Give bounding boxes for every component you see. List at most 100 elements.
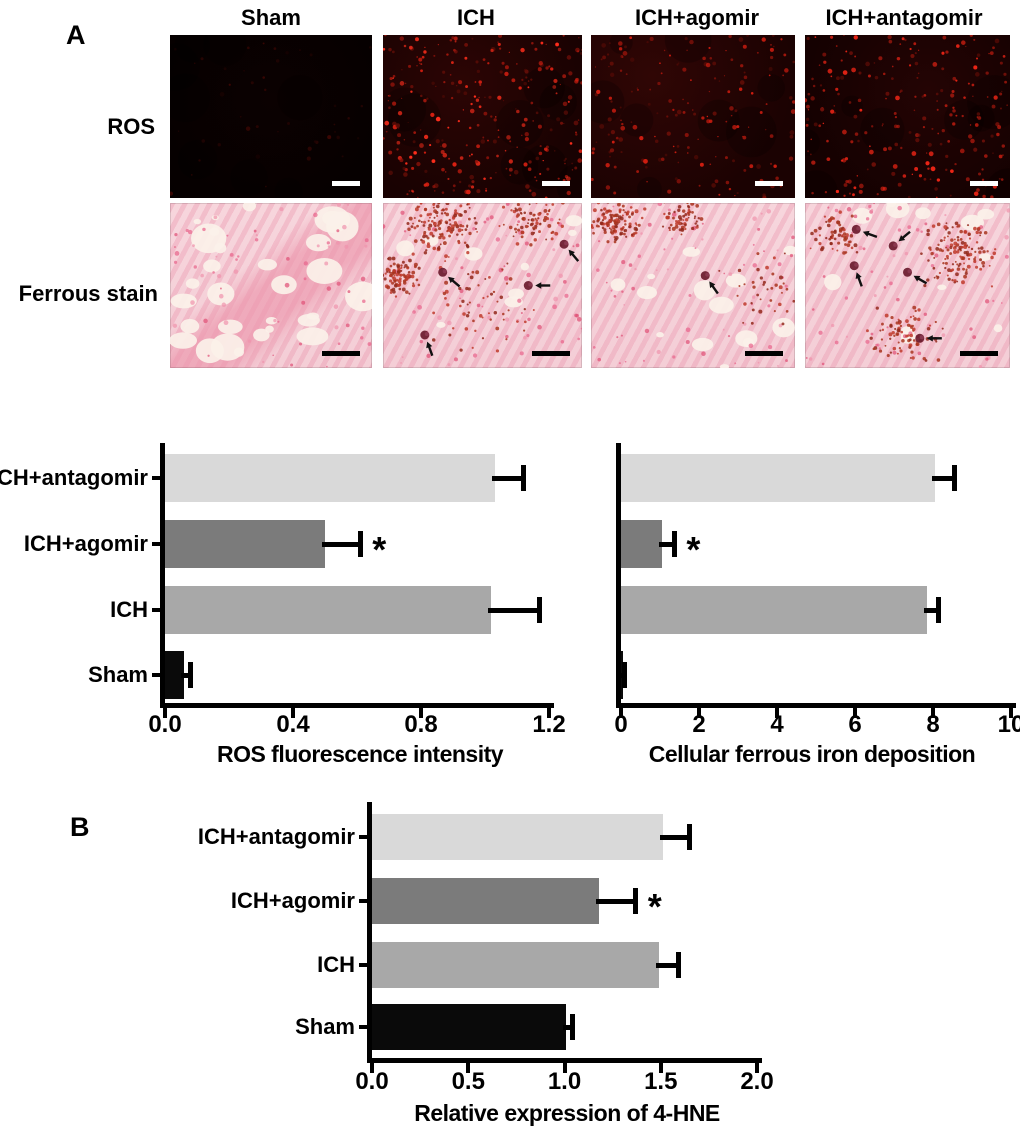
category-tick-hne — [359, 835, 367, 839]
error-cap-iron — [671, 531, 677, 557]
error-cap-hne — [569, 1014, 575, 1040]
significance-star-ros: * — [372, 529, 387, 570]
category-label-hne-ich: ICH — [317, 952, 355, 977]
x-tick-hne — [562, 1063, 567, 1073]
x-axis-ros — [160, 703, 554, 708]
x-tick-label-ros: 0.4 — [276, 711, 310, 738]
axis-title-iron: Cellular ferrous iron deposition — [648, 741, 976, 767]
significance-star-iron: * — [686, 529, 701, 570]
row-label-ferrous-stain: Ferrous stain — [18, 281, 158, 306]
y-axis-hne — [367, 802, 372, 1063]
x-tick-label-hne: 2.0 — [740, 1068, 774, 1095]
error-bar-iron — [924, 607, 939, 613]
column-header-ich-agomir: ICH+agomir — [634, 5, 760, 30]
x-tick-hne — [658, 1063, 663, 1073]
x-tick-iron — [853, 708, 857, 718]
ferrous-micrograph-ich — [383, 203, 582, 368]
bar-hne-sham — [372, 1004, 567, 1050]
category-label-ros-ich: ICH — [110, 597, 148, 622]
deposit-arrow-icon — [862, 230, 878, 239]
ferrous-scale-bar — [322, 351, 360, 356]
category-label-hne-sham: Sham — [295, 1014, 355, 1039]
x-tick-ros — [291, 708, 295, 718]
x-tick-label-ros: 0.0 — [148, 711, 182, 738]
x-tick-label-iron: 0 — [614, 711, 628, 738]
ros-scale-bar — [755, 181, 783, 186]
error-cap-hne — [633, 888, 639, 914]
column-header-sham: Sham — [241, 5, 301, 30]
x-tick-label-iron: 6 — [848, 711, 862, 738]
category-label-ros-sham: Sham — [88, 662, 148, 687]
column-header-ich-antagomir: ICH+antagomir — [825, 5, 983, 30]
ferrous-micrograph-sham — [170, 203, 372, 368]
error-bar-hne — [596, 898, 636, 904]
panel-a-label: A — [66, 20, 86, 50]
x-tick-iron — [1009, 708, 1013, 718]
x-tick-label-iron: 2 — [692, 711, 706, 738]
deposit-arrow-icon — [898, 230, 911, 242]
axis-title-hne: Relative expression of 4-HNE — [414, 1100, 720, 1126]
category-tick-ros — [152, 542, 160, 546]
category-label-ros-ich-antagomir: ICH+antagomir — [0, 465, 148, 490]
x-tick-iron — [697, 708, 701, 718]
x-tick-label-hne: 0.0 — [355, 1068, 389, 1095]
ros-scale-bar — [542, 181, 570, 186]
error-bar-iron — [931, 475, 955, 481]
x-tick-iron — [931, 708, 935, 718]
ferrous-scale-bar — [745, 351, 783, 356]
ros-micrograph-ich-antagomir — [805, 35, 1010, 198]
deposit-arrow-icon — [426, 341, 434, 357]
y-axis-iron — [616, 443, 621, 708]
category-tick-ros — [152, 673, 160, 677]
significance-star-hne: * — [647, 886, 662, 927]
x-tick-hne — [755, 1063, 759, 1073]
x-tick-label-hne: 1.5 — [644, 1068, 678, 1095]
deposit-arrow-icon — [926, 335, 942, 342]
x-tick-ros — [163, 708, 167, 718]
category-label-ros-ich-agomir: ICH+agomir — [23, 531, 148, 556]
bar-ros-ich-agomir — [165, 520, 325, 568]
x-tick-label-hne: 1.0 — [547, 1068, 582, 1095]
category-tick-hne — [359, 899, 367, 903]
row-label-ros: ROS — [107, 114, 155, 139]
error-cap-iron — [622, 662, 628, 688]
error-cap-ros — [357, 531, 363, 557]
error-bar-iron — [658, 541, 675, 547]
error-cap-iron — [935, 597, 941, 623]
error-cap-ros — [520, 465, 526, 491]
error-cap-ros — [536, 597, 542, 623]
ros-micrograph-ich — [383, 35, 582, 198]
ros-scale-bar — [970, 181, 998, 186]
x-tick-label-ros: 1.2 — [532, 711, 566, 738]
error-bar-hne — [655, 962, 679, 968]
error-bar-ros — [181, 672, 191, 678]
deposit-arrow-icon — [535, 282, 551, 289]
bar-iron-ich-antagomir — [621, 454, 935, 502]
ros-micrograph-sham — [170, 35, 372, 198]
error-bar-hne — [659, 834, 690, 840]
error-cap-hne — [687, 824, 693, 850]
error-cap-ros — [188, 662, 194, 688]
category-label-hne-ich-antagomir: ICH+antagomir — [197, 824, 355, 849]
ferrous-scale-bar — [532, 351, 570, 356]
axis-title-ros: ROS fluorescence intensity — [216, 741, 504, 767]
bar-hne-ich — [372, 942, 659, 988]
bar-iron-ich-agomir — [621, 520, 662, 568]
bar-ros-ich-antagomir — [165, 454, 495, 502]
deposit-arrow-icon — [913, 275, 928, 285]
category-tick-ros — [152, 476, 160, 480]
error-bar-ros — [488, 607, 540, 613]
y-axis-ros — [160, 443, 165, 708]
bar-ros-ich — [165, 586, 492, 634]
deposit-arrow-icon — [568, 249, 580, 262]
deposit-arrow-icon — [855, 272, 863, 287]
ros-scale-bar — [332, 181, 360, 186]
ferrous-micrograph-ich-agomir — [591, 203, 795, 368]
ros-micrograph-ich-agomir — [591, 35, 795, 198]
ferrous-scale-bar — [960, 351, 998, 356]
x-tick-hne — [370, 1063, 374, 1073]
x-tick-ros — [419, 708, 423, 718]
error-cap-hne — [675, 952, 681, 978]
error-bar-hne — [563, 1024, 573, 1030]
